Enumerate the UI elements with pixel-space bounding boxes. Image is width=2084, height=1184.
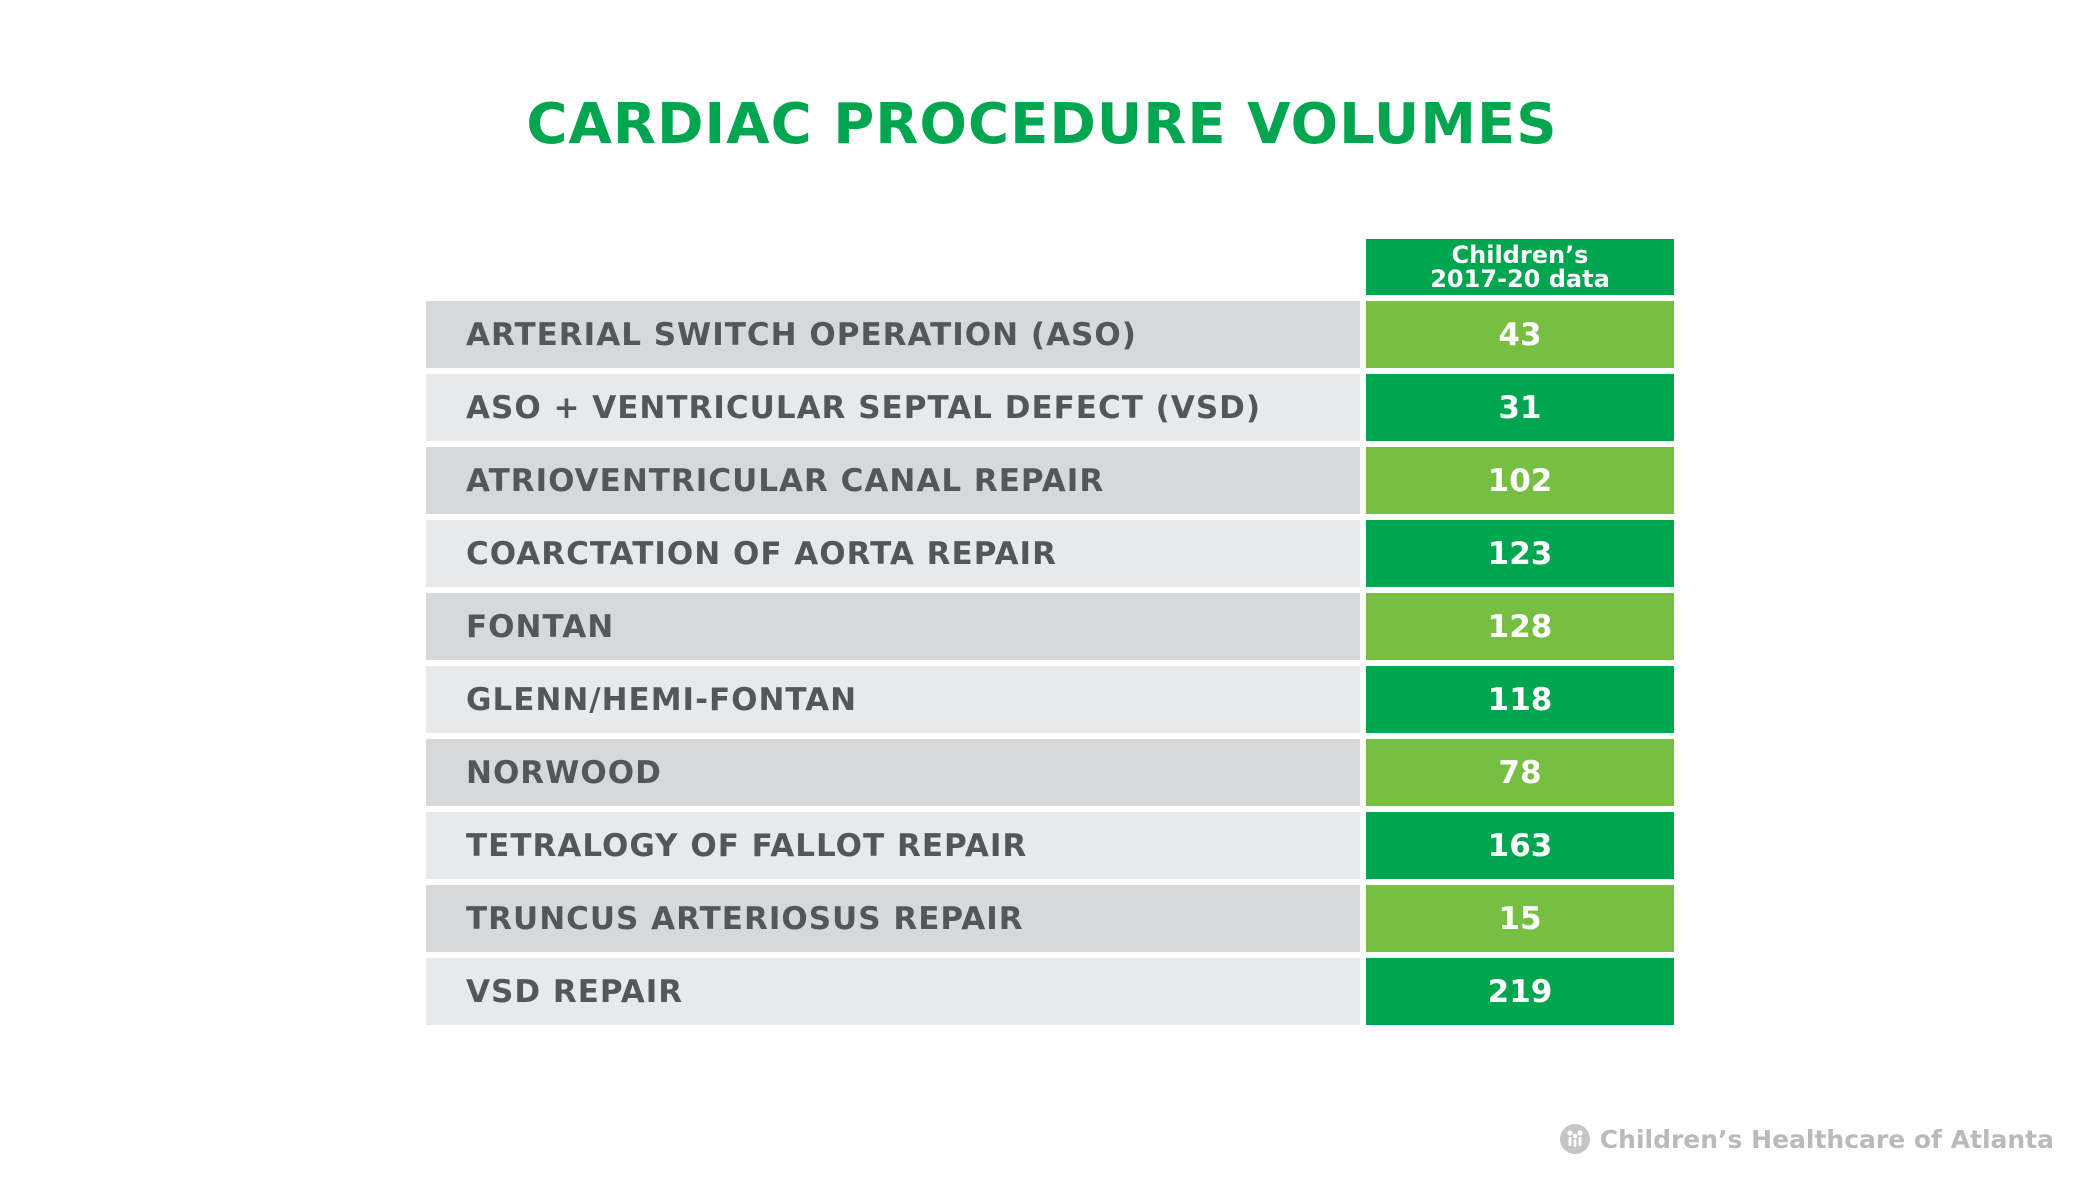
procedure-label: VSD REPAIR <box>426 958 1360 1025</box>
table-row: VSD REPAIR 219 <box>426 958 1674 1025</box>
procedure-label: COARCTATION OF AORTA REPAIR <box>426 520 1360 587</box>
childrens-healthcare-logo-icon <box>1559 1124 1590 1154</box>
procedure-label: GLENN/HEMI-FONTAN <box>426 666 1360 733</box>
table-header-row: Children’s 2017-20 data <box>426 239 1674 295</box>
table-row: ATRIOVENTRICULAR CANAL REPAIR 102 <box>426 447 1674 514</box>
procedure-value: 118 <box>1366 666 1674 733</box>
table-row: NORWOOD 78 <box>426 739 1674 806</box>
procedure-label: NORWOOD <box>426 739 1360 806</box>
header-spacer <box>426 239 1360 295</box>
procedure-label: TETRALOGY OF FALLOT REPAIR <box>426 812 1360 879</box>
procedure-value: 163 <box>1366 812 1674 879</box>
procedure-value: 31 <box>1366 374 1674 441</box>
footer-brand: Children’s Healthcare of Atlanta <box>1559 1124 2054 1154</box>
procedure-value: 128 <box>1366 593 1674 660</box>
table-row: ASO + VENTRICULAR SEPTAL DEFECT (VSD) 31 <box>426 374 1674 441</box>
table-row: GLENN/HEMI-FONTAN 118 <box>426 666 1674 733</box>
procedure-value: 15 <box>1366 885 1674 952</box>
procedure-value: 102 <box>1366 447 1674 514</box>
procedure-table: Children’s 2017-20 data ARTERIAL SWITCH … <box>426 239 1674 1031</box>
table-row: TETRALOGY OF FALLOT REPAIR 163 <box>426 812 1674 879</box>
procedure-label: ASO + VENTRICULAR SEPTAL DEFECT (VSD) <box>426 374 1360 441</box>
procedure-value: 123 <box>1366 520 1674 587</box>
procedure-label: TRUNCUS ARTERIOSUS REPAIR <box>426 885 1360 952</box>
table-row: ARTERIAL SWITCH OPERATION (ASO) 43 <box>426 301 1674 368</box>
procedure-value: 219 <box>1366 958 1674 1025</box>
procedure-label: ARTERIAL SWITCH OPERATION (ASO) <box>426 301 1360 368</box>
procedure-label: FONTAN <box>426 593 1360 660</box>
footer-brand-text: Children’s Healthcare of Atlanta <box>1599 1124 2054 1154</box>
column-header-line2: 2017-20 data <box>1430 265 1610 293</box>
page-title: CARDIAC PROCEDURE VOLUMES <box>526 92 1558 157</box>
table-body: ARTERIAL SWITCH OPERATION (ASO) 43 ASO + V… <box>426 301 1674 1025</box>
column-header: Children’s 2017-20 data <box>1366 239 1674 295</box>
table-row: FONTAN 128 <box>426 593 1674 660</box>
table-row: COARCTATION OF AORTA REPAIR 123 <box>426 520 1674 587</box>
procedure-value: 78 <box>1366 739 1674 806</box>
procedure-label: ATRIOVENTRICULAR CANAL REPAIR <box>426 447 1360 514</box>
table-row: TRUNCUS ARTERIOSUS REPAIR 15 <box>426 885 1674 952</box>
procedure-value: 43 <box>1366 301 1674 368</box>
column-header-line1: Children’s <box>1451 241 1589 269</box>
